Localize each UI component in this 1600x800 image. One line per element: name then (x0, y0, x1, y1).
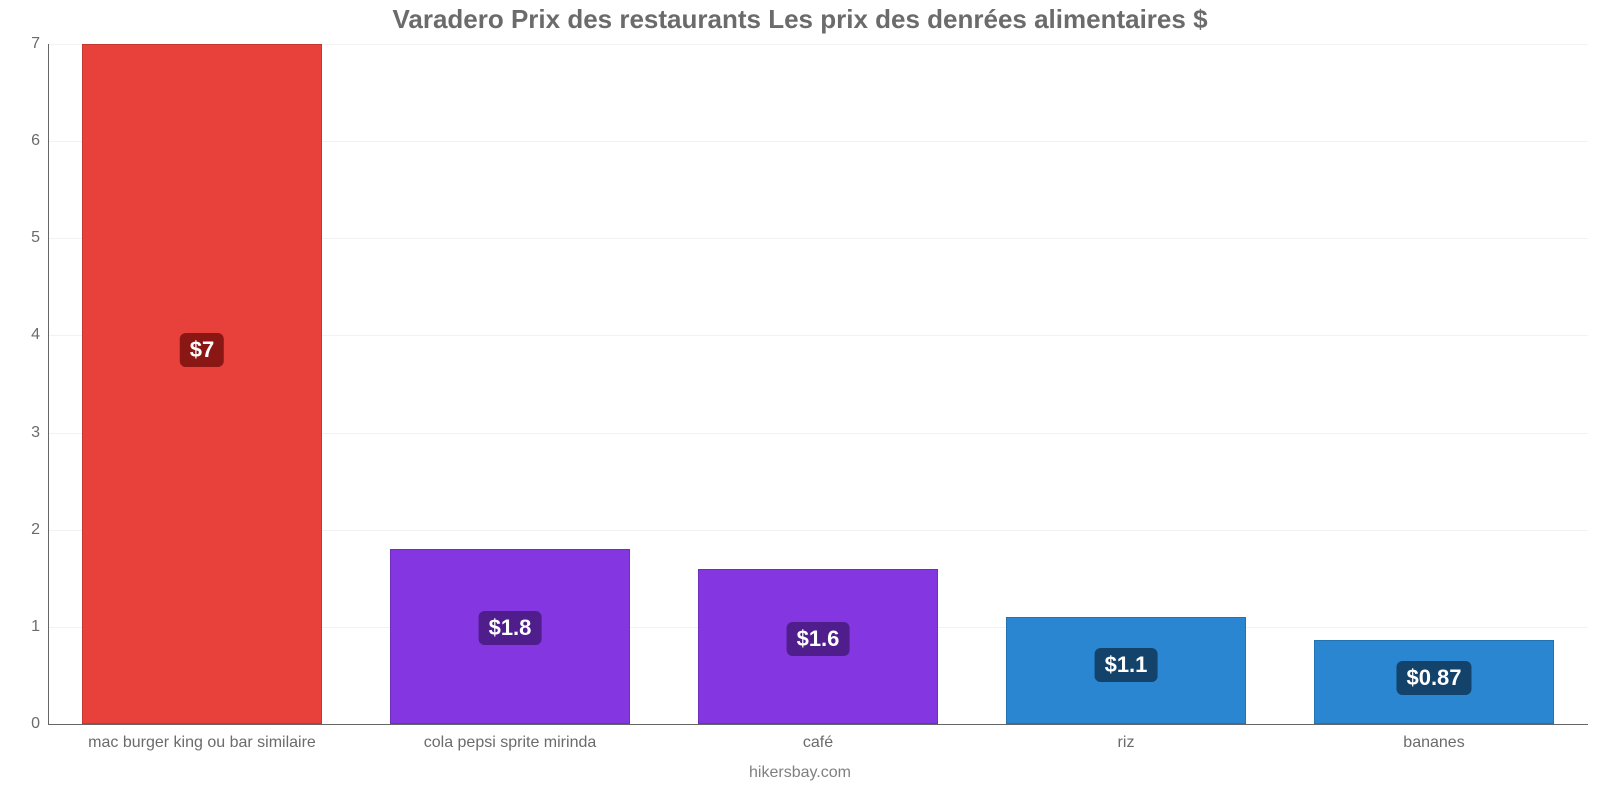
y-axis (48, 44, 49, 724)
x-tick-label: mac burger king ou bar similaire (88, 734, 316, 752)
source-label: hikersbay.com (0, 764, 1600, 782)
bar-value-label: $1.1 (1095, 648, 1158, 682)
y-tick-label: 7 (10, 35, 40, 53)
chart-container: Varadero Prix des restaurants Les prix d… (0, 0, 1600, 800)
x-axis (48, 724, 1588, 725)
bar-value-label: $1.8 (479, 611, 542, 645)
bar-value-label: $7 (180, 333, 224, 367)
y-tick-label: 6 (10, 132, 40, 150)
y-tick-label: 2 (10, 521, 40, 539)
chart-title: Varadero Prix des restaurants Les prix d… (0, 0, 1600, 35)
x-tick-label: café (803, 734, 833, 752)
x-tick-label: bananes (1403, 734, 1464, 752)
y-tick-label: 4 (10, 326, 40, 344)
x-tick-label: cola pepsi sprite mirinda (424, 734, 597, 752)
x-tick-label: riz (1118, 734, 1135, 752)
plot-area: 01234567$7mac burger king ou bar similai… (48, 44, 1588, 724)
y-tick-label: 3 (10, 424, 40, 442)
bar-value-label: $1.6 (787, 622, 850, 656)
y-tick-label: 5 (10, 229, 40, 247)
bar (82, 44, 322, 724)
bar-value-label: $0.87 (1396, 661, 1471, 695)
y-tick-label: 0 (10, 715, 40, 733)
y-tick-label: 1 (10, 618, 40, 636)
